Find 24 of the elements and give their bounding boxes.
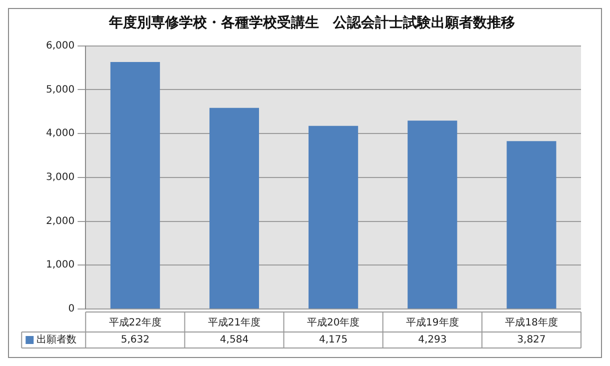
data-label: 4,175 [318, 334, 348, 346]
bar [408, 120, 458, 308]
y-tick-label: 2,000 [46, 216, 75, 227]
chart-title: 年度別専修学校・各種学校受講生 公認会計士試験出願者数推移 [108, 14, 515, 32]
x-tick-label: 平成18年度 [505, 316, 558, 329]
data-label: 4,584 [220, 334, 249, 346]
x-tick-label: 平成19年度 [406, 316, 459, 329]
bar [506, 141, 556, 308]
bar [308, 126, 358, 308]
y-tick-label: 1,000 [46, 260, 75, 271]
data-label: 3,827 [517, 334, 546, 346]
x-tick-label: 平成21年度 [208, 316, 261, 329]
y-tick-label: 4,000 [46, 128, 75, 140]
y-tick-label: 0 [68, 304, 75, 315]
y-tick-label: 3,000 [46, 172, 75, 183]
y-tick-label: 5,000 [46, 84, 75, 96]
bar [110, 62, 160, 308]
y-tick-label: 6,000 [46, 40, 75, 52]
data-label: 4,293 [418, 334, 447, 346]
x-tick-label: 平成20年度 [306, 316, 360, 329]
bar [209, 108, 260, 308]
data-label: 5,632 [120, 334, 150, 346]
x-tick-label: 平成22年度 [108, 316, 162, 329]
legend-label: 出願者数 [36, 334, 77, 346]
